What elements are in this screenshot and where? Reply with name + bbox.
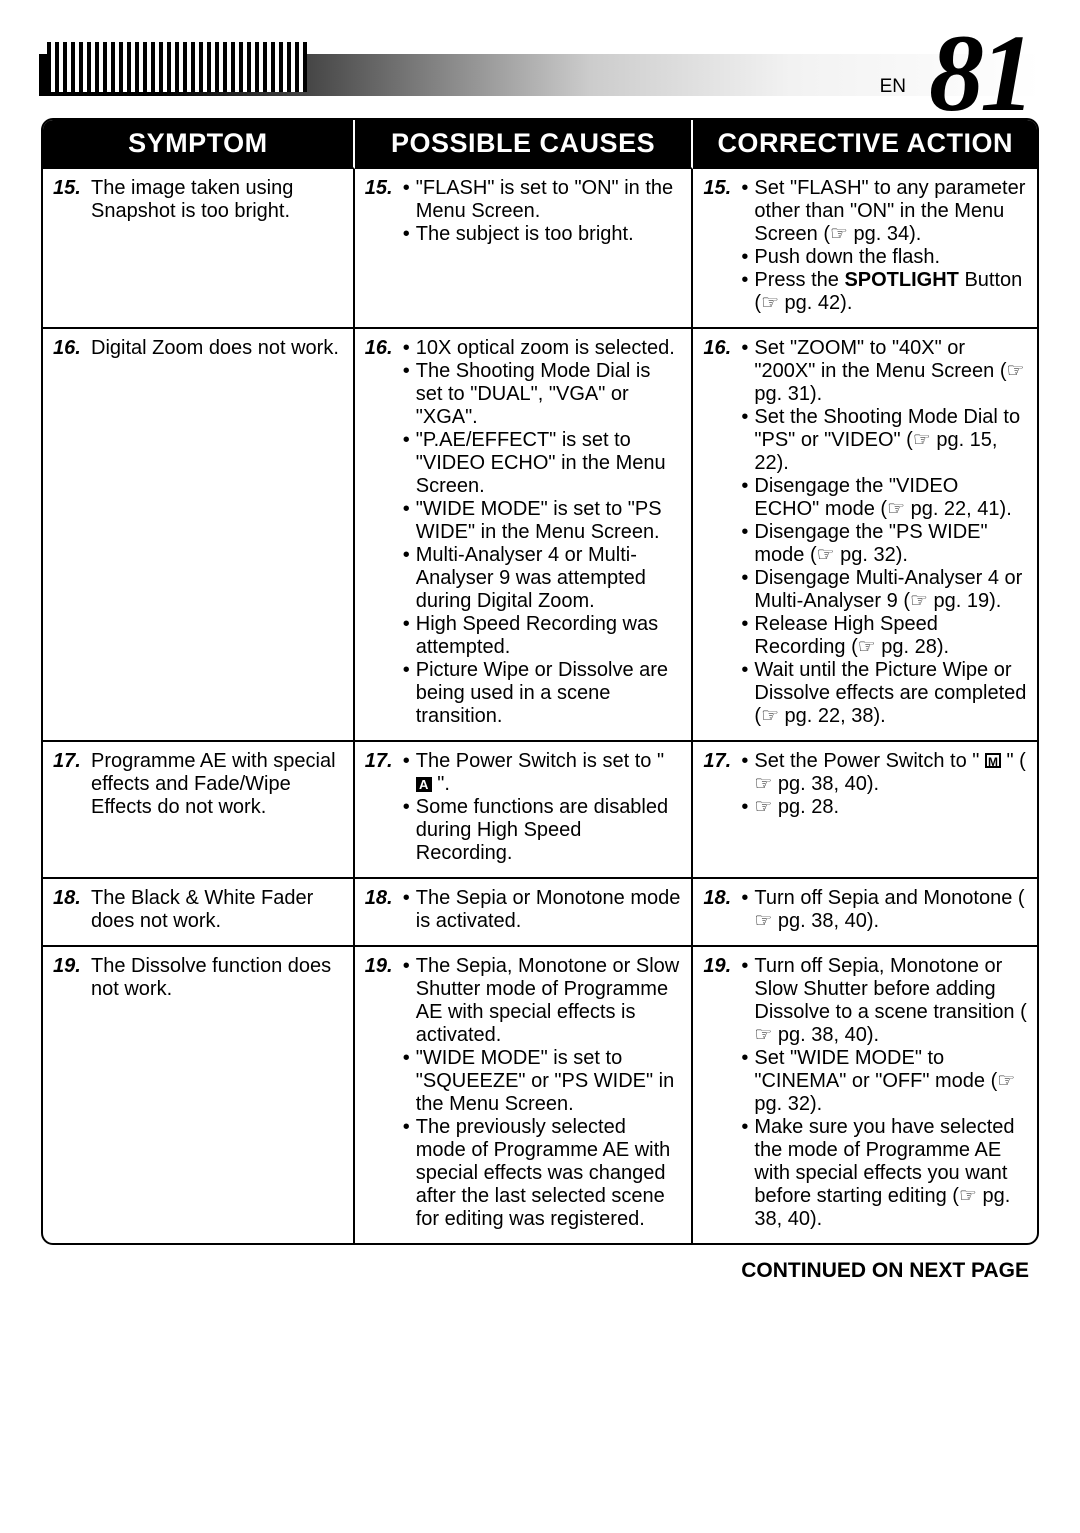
action-item: ☞ pg. 28. (741, 796, 1027, 819)
header-symptom: SYMPTOM (43, 120, 355, 169)
symptom-cell: 18.The Black & White Fader does not work… (43, 879, 355, 947)
row-number: 15. (53, 177, 91, 223)
row-number: 16. (703, 337, 741, 728)
row-number: 16. (365, 337, 403, 728)
action-item: Disengage the "VIDEO ECHO" mode (☞ pg. 2… (741, 475, 1027, 521)
action-item: Turn off Sepia and Monotone (☞ pg. 38, 4… (741, 887, 1027, 933)
symptom-text: The Dissolve function does not work. (91, 955, 343, 1001)
symptom-cell: 16.Digital Zoom does not work. (43, 329, 355, 742)
action-cell: 18.Turn off Sepia and Monotone (☞ pg. 38… (693, 879, 1037, 947)
table-row: 15.The image taken using Snapshot is too… (43, 169, 1037, 329)
cause-item: The subject is too bright. (403, 223, 682, 246)
action-item: Set "ZOOM" to "40X" or "200X" in the Men… (741, 337, 1027, 406)
action-cell: 17.Set the Power Switch to " M " (☞ pg. … (693, 742, 1037, 879)
action-item: Disengage Multi-Analyser 4 or Multi-Anal… (741, 567, 1027, 613)
header-causes: POSSIBLE CAUSES (355, 120, 694, 169)
action-item: Push down the flash. (741, 246, 1027, 269)
cause-item: "P.AE/EFFECT" is set to "VIDEO ECHO" in … (403, 429, 682, 498)
page-number: 81 (929, 10, 1031, 137)
causes-cell: 19.The Sepia, Monotone or Slow Shutter m… (355, 947, 694, 1243)
cause-item: High Speed Recording was attempted. (403, 613, 682, 659)
action-item: Press the SPOTLIGHT Button (☞ pg. 42). (741, 269, 1027, 315)
table-row: 17.Programme AE with special effects and… (43, 742, 1037, 879)
row-number: 16. (53, 337, 91, 360)
action-cell: 15.Set "FLASH" to any parameter other th… (693, 169, 1037, 329)
action-cell: 16.Set "ZOOM" to "40X" or "200X" in the … (693, 329, 1037, 742)
row-number: 19. (703, 955, 741, 1231)
row-number: 17. (703, 750, 741, 819)
symptom-text: The Black & White Fader does not work. (91, 887, 343, 933)
continued-notice: CONTINUED ON NEXT PAGE (45, 1259, 1029, 1283)
action-item: Disengage the "PS WIDE" mode (☞ pg. 32). (741, 521, 1027, 567)
cause-item: The previously selected mode of Programm… (403, 1116, 682, 1231)
row-number: 18. (53, 887, 91, 933)
cause-item: Picture Wipe or Dissolve are being used … (403, 659, 682, 728)
cause-item: "FLASH" is set to "ON" in the Menu Scree… (403, 177, 682, 223)
action-item: Make sure you have selected the mode of … (741, 1116, 1027, 1231)
cause-item: The Shooting Mode Dial is set to "DUAL",… (403, 360, 682, 429)
symptom-cell: 19.The Dissolve function does not work. (43, 947, 355, 1243)
row-number: 19. (53, 955, 91, 1001)
cause-item: The Sepia or Monotone mode is activated. (403, 887, 682, 933)
row-number: 18. (365, 887, 403, 933)
action-item: Release High Speed Recording (☞ pg. 28). (741, 613, 1027, 659)
action-item: Wait until the Picture Wipe or Dissolve … (741, 659, 1027, 728)
causes-cell: 17.The Power Switch is set to " A ".Some… (355, 742, 694, 879)
cause-item: The Power Switch is set to " A ". (403, 750, 682, 796)
causes-cell: 18.The Sepia or Monotone mode is activat… (355, 879, 694, 947)
row-number: 19. (365, 955, 403, 1231)
action-item: Set "FLASH" to any parameter other than … (741, 177, 1027, 246)
causes-cell: 15."FLASH" is set to "ON" in the Menu Sc… (355, 169, 694, 329)
row-number: 15. (703, 177, 741, 315)
cause-item: "WIDE MODE" is set to "SQUEEZE" or "PS W… (403, 1047, 682, 1116)
troubleshooting-table: SYMPTOM POSSIBLE CAUSES CORRECTIVE ACTIO… (41, 118, 1039, 1245)
action-item: Set the Shooting Mode Dial to "PS" or "V… (741, 406, 1027, 475)
symptom-cell: 17.Programme AE with special effects and… (43, 742, 355, 879)
table-row: 16.Digital Zoom does not work.16.10X opt… (43, 329, 1037, 742)
action-item: Set "WIDE MODE" to "CINEMA" or "OFF" mod… (741, 1047, 1027, 1116)
cause-item: Multi-Analyser 4 or Multi-Analyser 9 was… (403, 544, 682, 613)
causes-cell: 16.10X optical zoom is selected.The Shoo… (355, 329, 694, 742)
table-header-row: SYMPTOM POSSIBLE CAUSES CORRECTIVE ACTIO… (43, 120, 1037, 169)
symptom-text: Digital Zoom does not work. (91, 337, 343, 360)
header-hatching (47, 42, 307, 92)
action-item: Turn off Sepia, Monotone or Slow Shutter… (741, 955, 1027, 1047)
page-lang: EN (880, 76, 906, 98)
page-header: EN 81 (45, 40, 1035, 100)
row-number: 15. (365, 177, 403, 246)
cause-item: Some functions are disabled during High … (403, 796, 682, 865)
symptom-text: The image taken using Snapshot is too br… (91, 177, 343, 223)
cause-item: "WIDE MODE" is set to "PS WIDE" in the M… (403, 498, 682, 544)
cause-item: 10X optical zoom is selected. (403, 337, 682, 360)
cause-item: The Sepia, Monotone or Slow Shutter mode… (403, 955, 682, 1047)
action-cell: 19.Turn off Sepia, Monotone or Slow Shut… (693, 947, 1037, 1243)
row-number: 18. (703, 887, 741, 933)
symptom-text: Programme AE with special effects and Fa… (91, 750, 343, 819)
symptom-cell: 15.The image taken using Snapshot is too… (43, 169, 355, 329)
row-number: 17. (53, 750, 91, 819)
row-number: 17. (365, 750, 403, 865)
action-item: Set the Power Switch to " M " (☞ pg. 38,… (741, 750, 1027, 796)
table-row: 18.The Black & White Fader does not work… (43, 879, 1037, 947)
table-row: 19.The Dissolve function does not work.1… (43, 947, 1037, 1243)
